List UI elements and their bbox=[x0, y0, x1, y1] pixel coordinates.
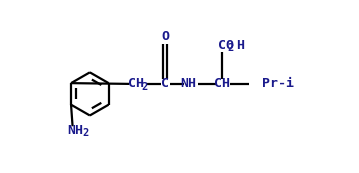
Text: 2: 2 bbox=[83, 128, 89, 138]
Text: CH: CH bbox=[214, 77, 229, 90]
Text: NH: NH bbox=[68, 124, 84, 137]
Text: 2: 2 bbox=[142, 82, 148, 92]
Text: 2: 2 bbox=[228, 43, 234, 53]
Text: C: C bbox=[161, 77, 169, 90]
Text: CO: CO bbox=[218, 39, 234, 52]
Text: H: H bbox=[236, 39, 244, 52]
Text: O: O bbox=[161, 30, 169, 43]
Text: NH: NH bbox=[180, 77, 196, 90]
Text: CH: CH bbox=[128, 77, 144, 90]
Text: Pr-i: Pr-i bbox=[262, 77, 294, 90]
